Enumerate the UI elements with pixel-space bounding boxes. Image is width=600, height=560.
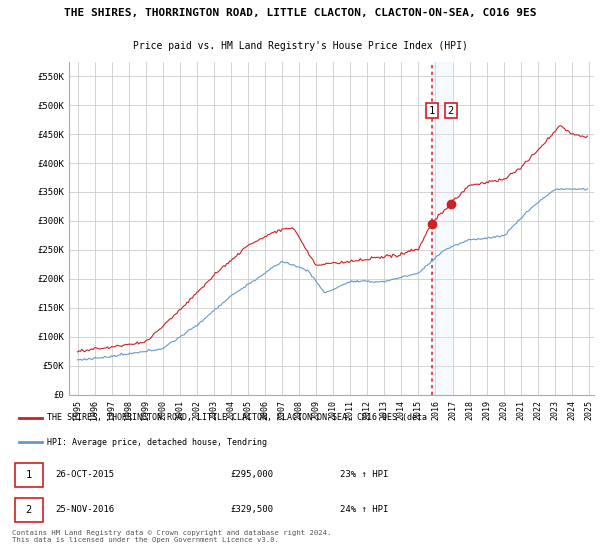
Bar bbox=[432, 62, 451, 395]
Text: 24% ↑ HPI: 24% ↑ HPI bbox=[340, 506, 389, 515]
Text: HPI: Average price, detached house, Tendring: HPI: Average price, detached house, Tend… bbox=[47, 437, 266, 446]
Text: Price paid vs. HM Land Registry's House Price Index (HPI): Price paid vs. HM Land Registry's House … bbox=[133, 41, 467, 51]
Text: 23% ↑ HPI: 23% ↑ HPI bbox=[340, 470, 389, 479]
Text: 2: 2 bbox=[448, 106, 454, 116]
FancyBboxPatch shape bbox=[15, 498, 43, 522]
Text: 1: 1 bbox=[429, 106, 435, 116]
Text: 2: 2 bbox=[26, 505, 32, 515]
Text: £295,000: £295,000 bbox=[231, 470, 274, 479]
Text: £329,500: £329,500 bbox=[231, 506, 274, 515]
Text: 1: 1 bbox=[26, 470, 32, 480]
Text: THE SHIRES, THORRINGTON ROAD, LITTLE CLACTON, CLACTON-ON-SEA, CO16 9ES: THE SHIRES, THORRINGTON ROAD, LITTLE CLA… bbox=[64, 8, 536, 18]
Text: 26-OCT-2015: 26-OCT-2015 bbox=[55, 470, 115, 479]
Text: THE SHIRES, THORRINGTON ROAD, LITTLE CLACTON, CLACTON-ON-SEA, CO16 9ES (deta: THE SHIRES, THORRINGTON ROAD, LITTLE CLA… bbox=[47, 413, 427, 422]
FancyBboxPatch shape bbox=[15, 463, 43, 487]
Text: Contains HM Land Registry data © Crown copyright and database right 2024.
This d: Contains HM Land Registry data © Crown c… bbox=[12, 530, 331, 543]
Text: 25-NOV-2016: 25-NOV-2016 bbox=[55, 506, 115, 515]
